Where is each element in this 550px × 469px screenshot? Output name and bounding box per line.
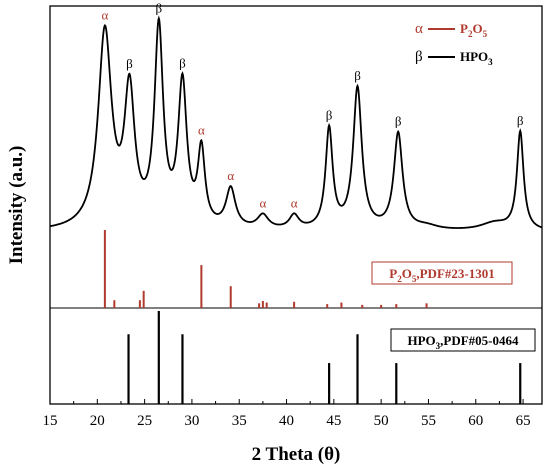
peak-label-7: α bbox=[291, 195, 298, 210]
peak-label-6: α bbox=[259, 195, 266, 210]
x-tick-label-8: 55 bbox=[421, 413, 436, 429]
peak-label-2: β bbox=[155, 0, 162, 15]
x-tick-label-7: 50 bbox=[374, 413, 389, 429]
plot-frame bbox=[49, 5, 543, 405]
peak-label-11: β bbox=[517, 113, 524, 128]
peak-label-3: β bbox=[179, 55, 186, 70]
peak-label-8: β bbox=[326, 107, 333, 122]
peak-label-1: β bbox=[126, 56, 133, 71]
legend-beta-symbol: β bbox=[415, 49, 423, 65]
x-tick-label-1: 20 bbox=[90, 413, 105, 429]
p2o5-reference-label: P2O5,PDF#23-1301 bbox=[389, 266, 494, 284]
x-tick-label-4: 35 bbox=[232, 413, 247, 429]
x-tick-label-2: 25 bbox=[137, 413, 152, 429]
x-tick-label-10: 65 bbox=[516, 413, 531, 429]
peak-label-5: α bbox=[227, 168, 234, 183]
p2o5-reference-sticks bbox=[103, 230, 428, 308]
peak-label-0: α bbox=[101, 7, 108, 22]
x-tick-label-5: 40 bbox=[279, 413, 294, 429]
legend-alpha-label: P2O5 bbox=[460, 21, 488, 39]
hpo3-reference-sticks bbox=[127, 311, 522, 404]
hpo3-reference-label-box bbox=[390, 328, 536, 352]
legend-alpha-symbol: α bbox=[415, 21, 423, 37]
x-tick-label-6: 45 bbox=[326, 413, 341, 429]
peak-label-4: α bbox=[198, 122, 205, 137]
y-axis-title: Intensity (a.u.) bbox=[6, 146, 27, 265]
x-axis-title: 2 Theta (θ) bbox=[252, 444, 341, 465]
hpo3-reference-label: HPO3,PDF#05-0464 bbox=[407, 333, 519, 351]
x-axis-ticks: 15 20 25 30 35 40 45 50 55 60 65 bbox=[43, 399, 531, 429]
legend: α P2O5 β HPO3 bbox=[415, 21, 493, 67]
xrd-pattern-line bbox=[49, 15, 543, 229]
peak-label-10: β bbox=[395, 114, 402, 129]
x-tick-label-9: 60 bbox=[468, 413, 483, 429]
x-tick-label-0: 15 bbox=[43, 413, 58, 429]
legend-beta-label: HPO3 bbox=[460, 49, 493, 67]
peak-label-9: β bbox=[354, 68, 361, 83]
x-tick-label-3: 30 bbox=[184, 413, 199, 429]
p2o5-reference-label-box bbox=[371, 261, 513, 285]
